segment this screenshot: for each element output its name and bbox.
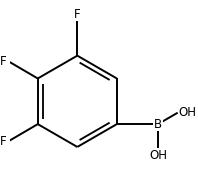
Text: B: B — [154, 118, 162, 131]
Text: OH: OH — [178, 106, 196, 119]
Text: OH: OH — [149, 149, 167, 162]
Text: F: F — [74, 8, 81, 21]
Text: F: F — [0, 135, 7, 148]
Text: F: F — [0, 55, 7, 68]
